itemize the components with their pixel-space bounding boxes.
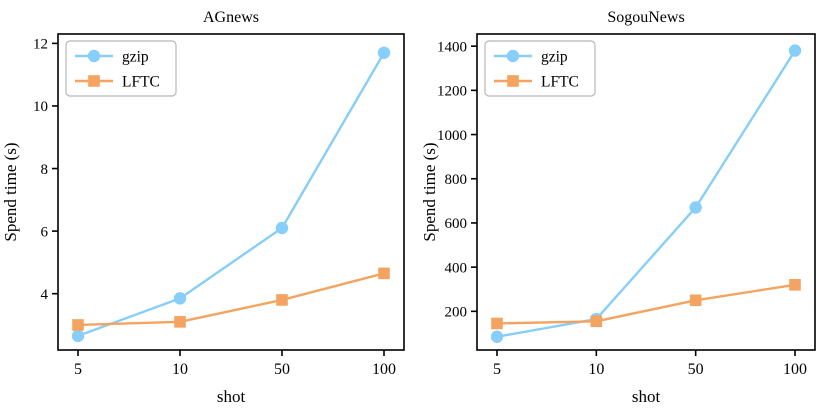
marker-square-LFTC: [378, 267, 390, 280]
chart-title: SogouNews: [607, 9, 684, 26]
series-line-gzip: [76, 51, 386, 338]
marker-square-LFTC: [276, 294, 288, 306]
legend-marker-square: [507, 75, 519, 87]
x-tick-label: 5: [493, 361, 501, 378]
y-axis-label: Spend time (s): [420, 142, 439, 241]
chart-sogounews: 200 400 600 800 1000 1200 1400 5 10 50 100 gzip LFTC…: [415, 0, 830, 415]
marker-square-LFTC: [689, 294, 702, 307]
sogounews-plot-svg: 200 400 600 800 1000 1200 1400 5 10 50 100 gzip LFTC…: [420, 9, 816, 406]
y-tick-label: 1400: [437, 39, 467, 55]
y-tick-label: 400: [445, 260, 468, 276]
y-tick-label: 4: [41, 287, 49, 303]
x-tick-label: 50: [688, 361, 704, 378]
y-tick-label: 800: [445, 172, 468, 188]
x-tick-label: 50: [274, 361, 290, 378]
marker-square-LFTC: [590, 315, 603, 328]
y-tick-label: 12: [33, 37, 48, 53]
y-axis-label: Spend time (s): [1, 142, 20, 241]
series-line-gzip: [495, 49, 797, 338]
legend-label-LFTC: LFTC: [541, 73, 579, 90]
y-tick-label: 10: [33, 99, 48, 115]
y-tick-label: 8: [41, 162, 49, 178]
x-tick-label: 100: [372, 361, 396, 378]
legend-label-gzip: gzip: [541, 48, 568, 65]
marker-circle-gzip: [173, 292, 187, 305]
legend-marker-circle: [506, 49, 520, 63]
x-tick-label: 10: [588, 361, 604, 378]
series-line-LFTC: [495, 283, 797, 325]
x-axis-label: shot: [217, 387, 246, 406]
marker-square-LFTC: [491, 317, 503, 330]
y-tick-label: 6: [41, 224, 49, 240]
marker-circle-gzip: [689, 201, 702, 214]
series-line-LFTC: [76, 272, 386, 327]
plot-border: [476, 33, 816, 351]
legend-label-LFTC: LFTC: [122, 73, 160, 90]
y-tick-label: 200: [445, 305, 468, 321]
chart-agnews: 4 6 8 10 12 5 10 50 100 gzip LFTC AGnews shot Spend t…: [1, 9, 405, 406]
y-tick-label: 600: [445, 216, 468, 232]
marker-circle-gzip: [71, 329, 85, 343]
x-tick-label: 10: [172, 361, 188, 378]
legend-marker-square: [88, 75, 100, 87]
marker-square-LFTC: [72, 319, 84, 331]
x-tick-label: 100: [783, 361, 807, 378]
marker-circle-gzip: [275, 221, 289, 235]
y-tick-label: 1000: [437, 128, 467, 144]
plot-border: [57, 33, 405, 351]
chart-title: AGnews: [203, 9, 259, 26]
marker-square-LFTC: [789, 279, 801, 291]
y-tick-label: 1200: [437, 84, 467, 100]
marker-circle-gzip: [490, 330, 504, 343]
agnews-plot-svg: 4 6 8 10 12 5 10 50 100 gzip LFTC AGnews shot Spend t…: [1, 9, 405, 406]
x-tick-label: 5: [74, 361, 82, 378]
marker-circle-gzip: [788, 44, 802, 57]
legend-marker-circle: [87, 49, 101, 63]
marker-square-LFTC: [174, 316, 186, 328]
legend-label-gzip: gzip: [122, 48, 149, 65]
marker-circle-gzip: [377, 46, 391, 59]
x-axis-label: shot: [632, 387, 661, 406]
